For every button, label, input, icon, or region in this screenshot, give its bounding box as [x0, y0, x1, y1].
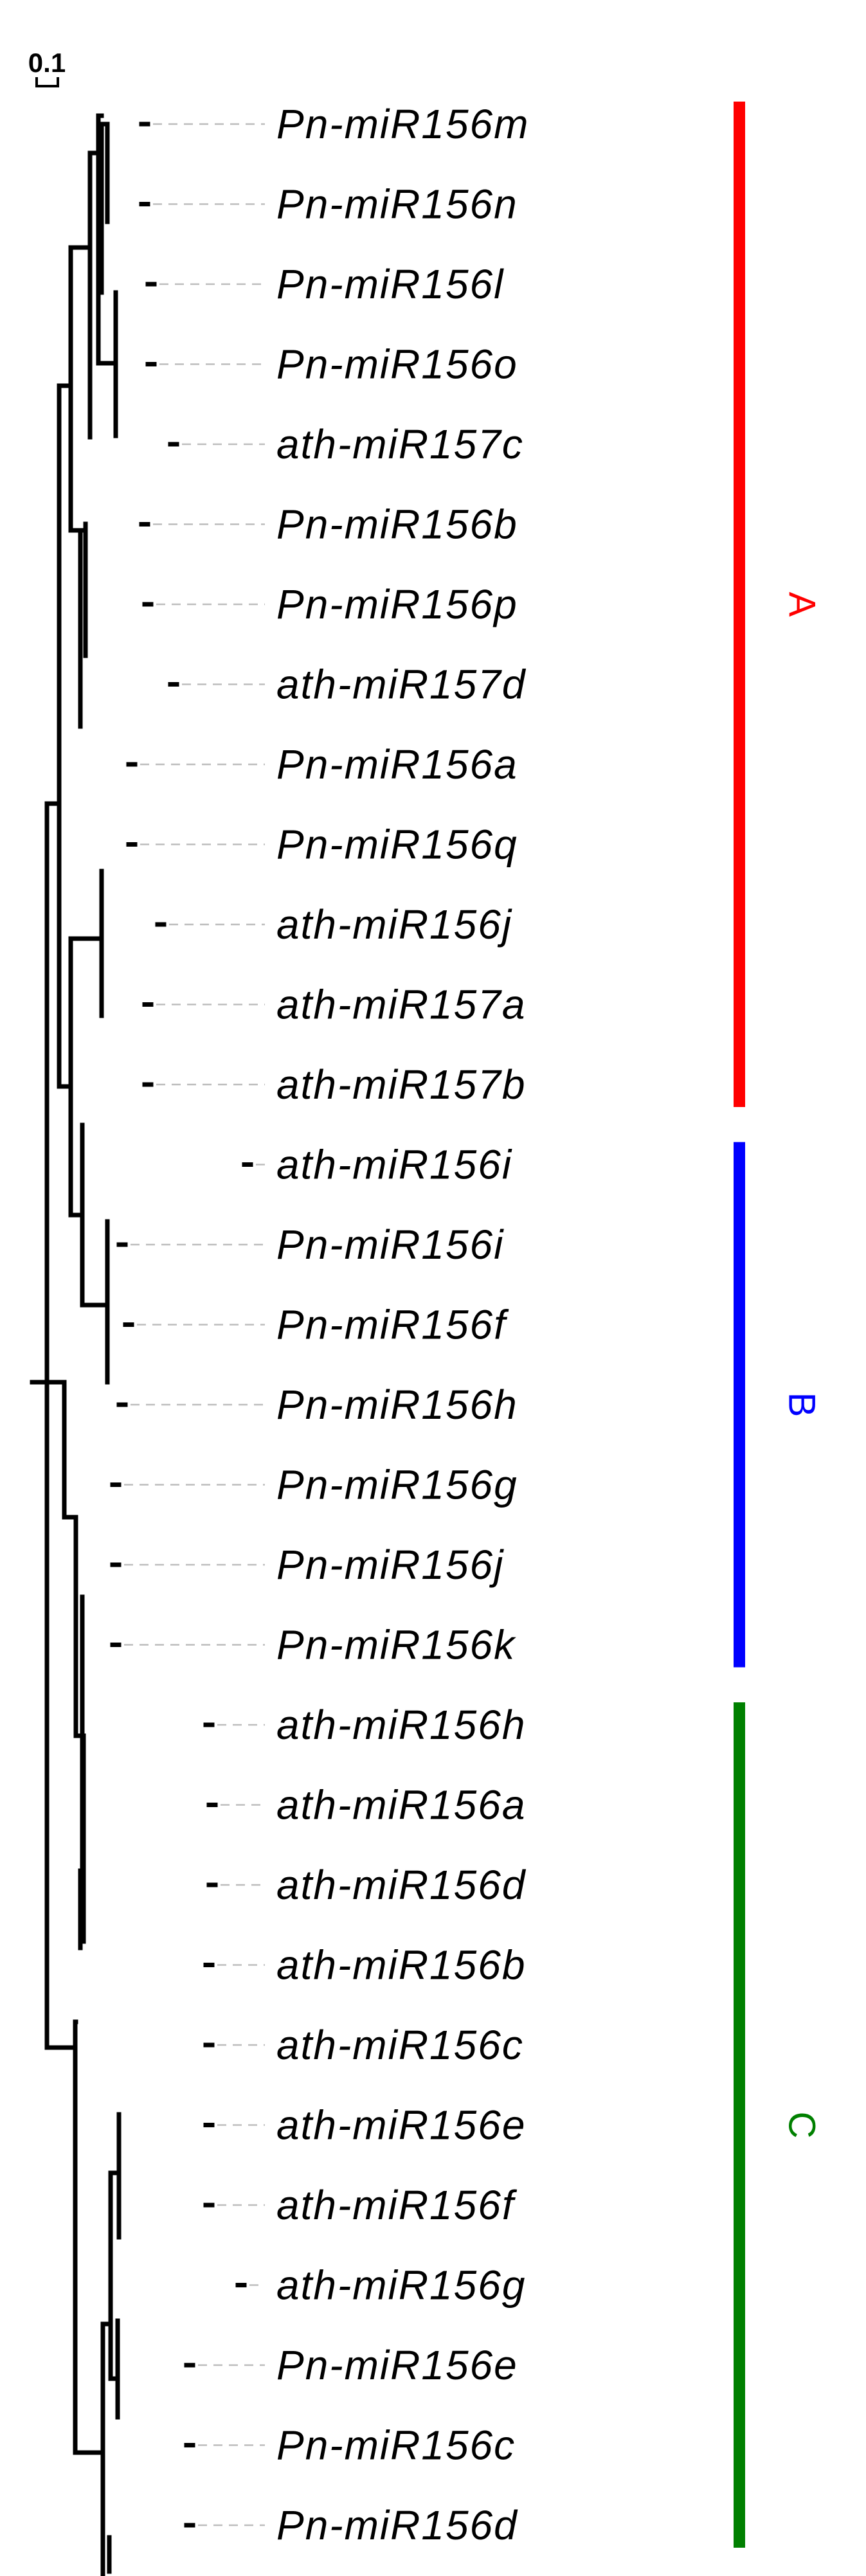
clade-label: C [781, 2112, 823, 2139]
scale-bar-label: 0.1 [28, 48, 66, 78]
leaf-label: Pn-miR156g [276, 1462, 518, 1508]
leaf-label: Pn-miR156d [276, 2502, 518, 2548]
leaf-label: Pn-miR156f [276, 1302, 509, 1348]
leaf-label: Pn-miR156k [276, 1622, 516, 1668]
leaf-label: ath-miR156e [276, 2102, 526, 2148]
leaf-label: ath-miR156d [276, 1862, 527, 1908]
leaf-label: ath-miR156b [276, 1942, 526, 1988]
leader-lines [124, 123, 265, 2526]
leaf-label: ath-miR157c [276, 421, 524, 467]
leaf-label: Pn-miR156o [276, 341, 518, 388]
leaf-label: ath-miR156c [276, 2022, 524, 2068]
clade-bars: A B C [734, 102, 823, 2548]
leaf-label: ath-miR156j [276, 901, 512, 948]
leaf-label: Pn-miR156e [276, 2342, 518, 2388]
leaf-label: ath-miR156g [276, 2262, 526, 2309]
leaf-label: ath-miR157a [276, 982, 526, 1028]
leaf-label: ath-miR156h [276, 1702, 526, 1748]
scale-bar-line [35, 77, 59, 87]
leaf-label: Pn-miR156c [276, 2422, 516, 2469]
leaf-label: ath-miR156f [276, 2182, 518, 2228]
tree-branches [30, 113, 253, 2576]
clade-label: B [781, 1392, 823, 1418]
leaf-label: ath-miR156a [276, 1782, 526, 1828]
clade-label: A [781, 592, 823, 617]
leaf-label: ath-miR157d [276, 662, 527, 708]
leaf-label: Pn-miR156a [276, 741, 518, 788]
leaf-label: Pn-miR156i [276, 1221, 504, 1268]
leaf-label: ath-miR157b [276, 1061, 526, 1108]
leaf-label: Pn-miR156q [276, 822, 518, 868]
leaf-label: Pn-miR156m [276, 101, 529, 147]
scale-bar: 0.1 [28, 48, 66, 87]
leaf-labels: Pn-miR156m Pn-miR156n Pn-miR156l Pn-miR156o… [276, 101, 529, 2548]
leaf-label: Pn-miR156h [276, 1382, 518, 1428]
leaf-label: ath-miR156i [276, 1142, 512, 1188]
leaf-label: Pn-miR156n [276, 181, 518, 228]
leaf-label: Pn-miR156l [276, 261, 504, 307]
leaf-label: Pn-miR156j [276, 1542, 504, 1588]
leaf-label: Pn-miR156p [276, 581, 518, 627]
leaf-label: Pn-miR156b [276, 501, 518, 548]
